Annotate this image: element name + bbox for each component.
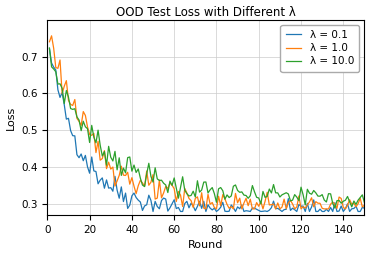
λ = 1.0 [204, 207, 208, 210]
λ = 10.0 [47, 46, 52, 49]
λ = 10.0 [265, 195, 269, 198]
λ = 0.1 [151, 210, 155, 213]
Line: λ = 0.1: λ = 0.1 [50, 49, 364, 211]
Line: λ = 1.0: λ = 1.0 [50, 36, 364, 209]
λ = 0.1 [153, 200, 157, 203]
λ = 1.0 [269, 203, 274, 206]
λ = 1.0 [216, 195, 221, 198]
λ = 10.0 [172, 176, 176, 179]
λ = 1.0 [362, 204, 367, 207]
λ = 1.0 [174, 200, 178, 203]
λ = 1.0 [47, 40, 52, 43]
λ = 1.0 [49, 34, 54, 37]
λ = 1.0 [312, 205, 316, 208]
λ = 0.1 [309, 206, 314, 209]
λ = 0.1 [174, 207, 178, 210]
λ = 10.0 [225, 193, 229, 196]
Y-axis label: Loss: Loss [6, 105, 16, 130]
Line: λ = 10.0: λ = 10.0 [50, 48, 364, 208]
λ = 0.1 [47, 47, 52, 50]
λ = 0.1 [362, 207, 367, 210]
λ = 0.1 [227, 210, 231, 213]
λ = 10.0 [307, 192, 312, 195]
λ = 10.0 [212, 192, 216, 195]
λ = 1.0 [153, 198, 157, 201]
X-axis label: Round: Round [188, 240, 223, 250]
λ = 10.0 [333, 207, 337, 210]
λ = 10.0 [362, 201, 367, 204]
λ = 1.0 [229, 205, 233, 208]
λ = 0.1 [267, 209, 272, 212]
Legend: λ = 0.1, λ = 1.0, λ = 10.0: λ = 0.1, λ = 1.0, λ = 10.0 [280, 25, 359, 72]
λ = 0.1 [214, 210, 219, 213]
Title: OOD Test Loss with Different λ: OOD Test Loss with Different λ [116, 6, 296, 18]
λ = 10.0 [151, 180, 155, 184]
